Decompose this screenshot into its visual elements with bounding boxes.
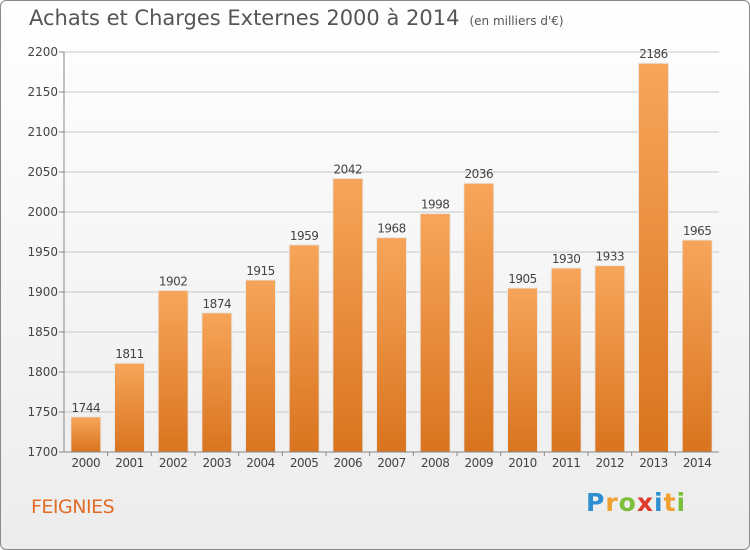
bar-2013 [638,62,669,453]
logo-letter: i [654,488,664,517]
logo-letter: i [676,488,687,517]
bar-2012 [594,265,626,453]
bar-2004 [245,279,276,453]
title-text: Achats et Charges Externes 2000 à 2014 [29,6,460,30]
x-tick-label-2005: 2005 [290,456,319,470]
y-tick-label: 1900 [27,285,58,299]
chart-title: Achats et Charges Externes 2000 à 2014 (e… [29,6,564,30]
data-label-2003: 1874 [203,297,232,311]
bar-2007 [376,237,407,453]
bar-2000 [70,416,102,453]
data-label-2011: 1930 [552,252,581,266]
y-tick-label: 2000 [27,205,58,219]
x-tick-label-2001: 2001 [115,456,144,470]
logo-letter: t [663,488,677,517]
y-tick-label: 2150 [27,85,58,99]
data-label-2002: 1902 [159,274,188,288]
x-tick-label-2010: 2010 [508,456,537,470]
data-label-2010: 1905 [508,272,537,286]
logo-letter: P [586,488,606,517]
y-tick-label: 1950 [27,245,58,259]
y-tick-label: 2100 [27,125,58,139]
bar-2011 [550,267,582,453]
data-label-2009: 2036 [465,167,494,181]
bar-2009 [463,182,495,453]
x-tick-label-2003: 2003 [203,456,232,470]
data-label-2000: 1744 [72,401,101,415]
commune-name: FEIGNIES [31,496,115,518]
data-label-2005: 1959 [290,229,319,243]
x-tick-label-2014: 2014 [683,456,712,470]
x-tick-label-2006: 2006 [334,456,363,470]
x-tick-label-2012: 2012 [596,456,625,470]
data-labels: 1744 1811 1902 1874 1915 1959 2042 1968 1998 2036… [72,47,712,415]
bar-2005 [288,244,320,453]
data-label-2014: 1965 [683,224,712,238]
y-tick-label: 1750 [27,405,58,419]
x-tick-label-2008: 2008 [421,456,450,470]
x-tick-label-2000: 2000 [72,456,101,470]
bars [70,62,713,453]
bar-2010 [507,287,538,453]
bar-2006 [332,177,364,453]
bar-2014 [681,239,713,453]
data-label-2006: 2042 [334,162,363,176]
bar-2008 [419,213,451,453]
y-tick-label: 1700 [27,445,58,459]
y-tick-label: 2050 [27,165,58,179]
logo-letter: o [618,488,637,517]
y-tick-label: 1850 [27,325,58,339]
chart-subtitle: (en milliers d'€) [469,14,564,28]
data-label-2004: 1915 [246,264,275,278]
x-tick-label-2011: 2011 [552,456,581,470]
data-label-2012: 1933 [596,250,625,264]
data-label-2001: 1811 [115,347,144,361]
data-label-2013: 2186 [639,47,668,61]
data-label-2008: 1998 [421,198,450,212]
x-tick-label-2007: 2007 [377,456,406,470]
x-tick-label-2002: 2002 [159,456,188,470]
x-tick-label-2013: 2013 [639,456,668,470]
y-tick-label: 1800 [27,365,58,379]
y-tick-label: 2200 [27,45,58,59]
bar-2001 [114,362,145,453]
x-tick-label-2009: 2009 [465,456,494,470]
logo-letter: r [605,488,619,517]
bar-2003 [201,312,233,453]
proxiti-logo: Proxiti [586,488,686,517]
axes: 1700 1750 1800 1850 1900 1950 2000 2050 2100 2150… [27,45,719,470]
x-tick-label-2004: 2004 [246,456,275,470]
logo-letter: x [636,488,654,517]
bar-2002 [157,289,189,453]
data-label-2007: 1968 [377,222,406,236]
